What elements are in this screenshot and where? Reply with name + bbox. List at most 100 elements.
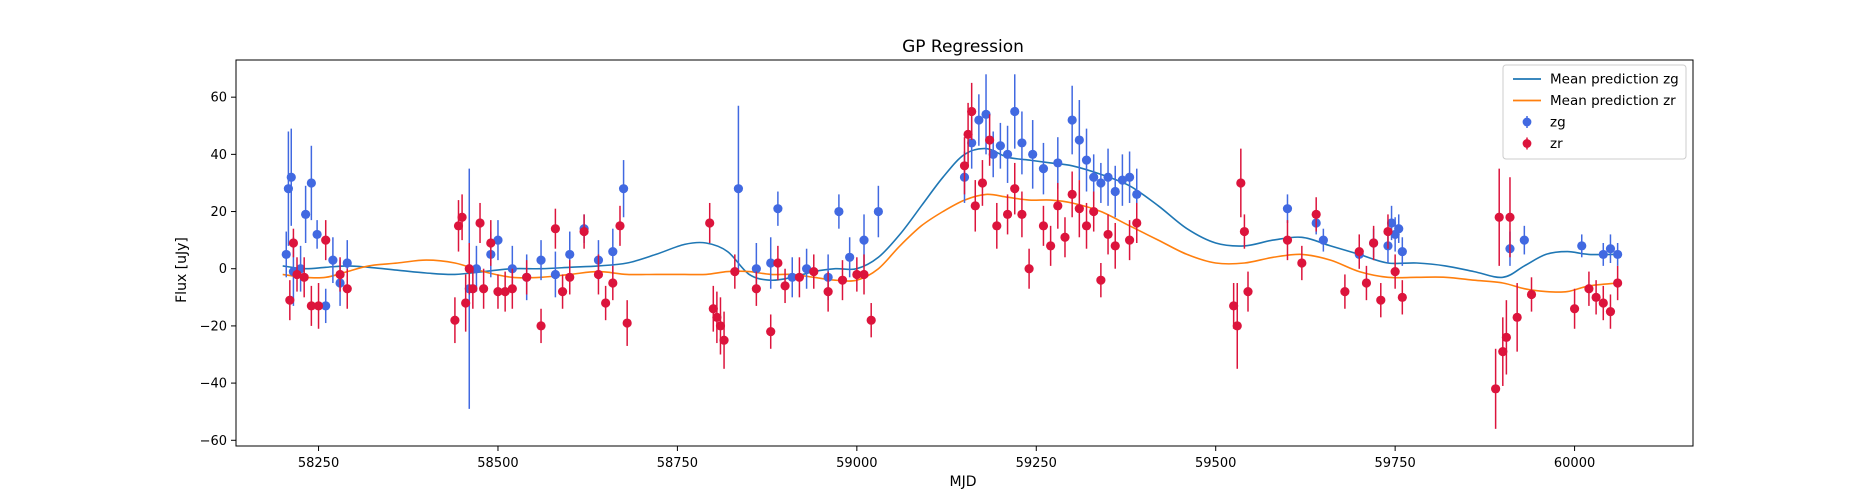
legend: Mean prediction zg Mean prediction zr zg zr: [1502, 64, 1687, 160]
data-point-zr: [1053, 182, 1063, 229]
data-point-zr: [823, 271, 833, 312]
data-point-zg: [1282, 194, 1293, 223]
data-point-zr: [773, 245, 783, 281]
data-point-zr: [715, 297, 726, 355]
data-point-zg: [1110, 165, 1120, 218]
data-point-zr: [493, 274, 503, 309]
data-point-zr: [1060, 217, 1070, 258]
data-point-zr: [1361, 265, 1372, 301]
data-point-zr: [977, 160, 988, 206]
data-point-zg: [1067, 85, 1077, 155]
data-point-zr: [536, 308, 546, 344]
data-point-zg: [1017, 111, 1027, 175]
data-point-zg: [1038, 142, 1049, 195]
data-point-zg: [766, 237, 776, 289]
data-point-zg: [974, 94, 984, 146]
data-point-zr: [557, 274, 568, 309]
data-point-zr: [1376, 283, 1386, 318]
data-point-zg: [1613, 242, 1623, 266]
y-tick-label: −20: [200, 319, 227, 334]
data-point-zg: [1103, 148, 1113, 206]
data-point-zg: [301, 185, 311, 243]
data-point-zg: [1117, 154, 1128, 206]
data-point-zr: [967, 82, 977, 141]
data-point-zg: [1397, 237, 1407, 266]
x-tick: 59750: [1374, 446, 1416, 471]
data-point-zr: [1297, 245, 1307, 281]
data-point-zr: [1369, 225, 1379, 261]
data-point-zg: [1605, 234, 1616, 264]
data-point-zr: [1074, 180, 1084, 238]
data-point-zg: [787, 257, 797, 298]
data-point-zr: [1132, 202, 1142, 243]
data-point-zr: [1598, 285, 1608, 321]
data-point-zr: [1591, 280, 1601, 315]
data-point-zr: [970, 180, 980, 232]
data-point-zr: [461, 274, 471, 332]
data-point-zr: [285, 280, 295, 321]
data-point-zr: [959, 137, 970, 195]
data-point-zr: [1229, 283, 1239, 329]
data-point-zg: [845, 237, 855, 278]
data-point-zr: [622, 300, 632, 346]
data-point-zg: [1028, 120, 1038, 189]
data-point-zr: [985, 114, 995, 166]
y-tick: 60: [210, 91, 236, 106]
data-point-zr: [1038, 205, 1049, 246]
data-point-zr: [288, 228, 299, 258]
data-point-zg: [471, 245, 482, 292]
y-tick-label: 20: [210, 205, 227, 220]
data-point-zr: [730, 254, 740, 289]
x-tick: 60000: [1554, 446, 1595, 471]
data-point-zg: [1081, 128, 1092, 192]
data-point-zr: [342, 268, 352, 309]
data-point-zr: [486, 220, 496, 266]
x-tick-label: 59000: [836, 456, 877, 471]
data-point-zr: [1002, 194, 1013, 235]
legend-label: Mean prediction zg: [1550, 72, 1679, 88]
observations: [281, 74, 1623, 429]
x-tick: 59250: [1016, 446, 1057, 471]
x-tick-label: 60000: [1554, 456, 1595, 471]
y-tick: −20: [200, 319, 236, 334]
data-point-zr: [321, 220, 331, 261]
data-point-zr: [1491, 348, 1501, 429]
data-point-zr: [751, 271, 761, 306]
data-point-zg: [1124, 151, 1135, 203]
y-tick: 0: [219, 262, 236, 277]
data-point-zg: [306, 145, 316, 221]
data-point-zr: [1505, 177, 1515, 258]
data-point-zr: [992, 202, 1002, 249]
x-tick-label: 59750: [1374, 456, 1415, 471]
data-point-zr: [593, 254, 604, 295]
data-point-zr: [1569, 288, 1580, 329]
data-point-zr: [1081, 202, 1092, 249]
data-point-zg: [1074, 100, 1084, 181]
legend-label: zr: [1550, 136, 1563, 152]
x-tick: 59000: [836, 446, 878, 471]
data-point-zr: [615, 205, 625, 246]
y-tick-label: 60: [210, 91, 227, 106]
data-point-zg: [1598, 242, 1608, 266]
y-tick-label: 0: [219, 262, 227, 277]
x-tick-label: 58750: [657, 456, 698, 471]
data-point-zr: [453, 200, 464, 252]
legend-entry-zr: zr: [1522, 136, 1563, 152]
data-point-zr: [1494, 168, 1504, 266]
data-point-zr: [522, 260, 532, 295]
data-point-zr: [1584, 271, 1594, 306]
x-tick: 58250: [298, 446, 339, 471]
data-point-zg: [1394, 214, 1404, 243]
chart-title: GP Regression: [902, 37, 1024, 57]
data-point-zr: [457, 194, 467, 241]
data-point-zr: [780, 268, 790, 304]
data-point-zr: [1498, 317, 1508, 386]
data-point-zg: [834, 194, 844, 229]
data-point-zr: [1526, 277, 1537, 312]
y-tick: 20: [210, 205, 236, 220]
data-point-zr: [708, 285, 718, 332]
legend-entry-zg: zg: [1522, 115, 1566, 131]
x-axis-label: MJD: [950, 474, 977, 490]
data-point-zr: [1024, 248, 1034, 289]
